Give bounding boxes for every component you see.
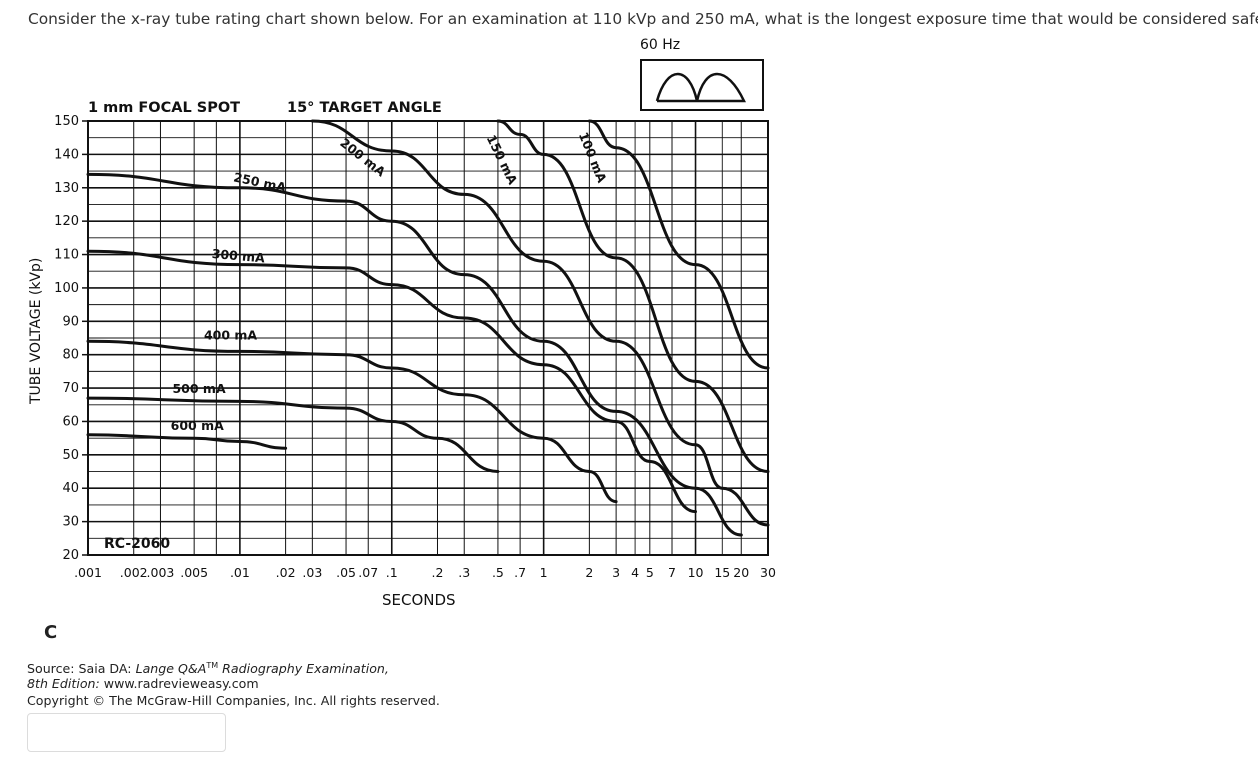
curve-250-ma xyxy=(86,172,743,537)
x-tick-label: 20 xyxy=(733,565,749,580)
x-tick-label: 3 xyxy=(612,565,620,580)
question-text: Consider the x-ray tube rating chart sho… xyxy=(28,10,1258,28)
curve-600-ma xyxy=(86,433,288,450)
y-tick-label: 60 xyxy=(62,414,79,429)
source-citation: Source: Saia DA: Lange Q&ATM Radiography… xyxy=(27,658,389,691)
x-tick-label: 5 xyxy=(646,565,654,580)
x-tick-labels: .001 .002.003 .005 .01 .02 .03 .05.07 .1 .2 .3 .5.… xyxy=(74,565,776,580)
y-tick-label: 20 xyxy=(62,548,79,563)
y-tick-label: 110 xyxy=(54,248,79,263)
x-tick-label: .03 xyxy=(302,565,322,580)
curve-label: 600 mA xyxy=(171,418,224,433)
x-tick-label: .3 xyxy=(458,565,470,580)
y-tick-label: 70 xyxy=(62,381,79,396)
x-tick-label: 30 xyxy=(760,565,776,580)
y-axis-title: TUBE VOLTAGE (kVp) xyxy=(28,258,44,405)
waveform-icon xyxy=(655,72,746,103)
curve-150-ma xyxy=(496,119,770,473)
waveform-box xyxy=(640,59,764,111)
curve-label: 500 mA xyxy=(172,381,225,396)
x-tick-label: 10 xyxy=(688,565,704,580)
curve-500-ma xyxy=(86,396,500,473)
y-tick-label: 50 xyxy=(62,448,79,463)
x-tick-label: 15 xyxy=(714,565,730,580)
x-tick-label: .002 xyxy=(120,565,148,580)
curve-label: 400 mA xyxy=(204,328,257,343)
rating-curves xyxy=(86,119,770,537)
x-tick-label: .2 xyxy=(432,565,444,580)
x-tick-label: .001 xyxy=(74,565,102,580)
curve-label: 200 mA xyxy=(337,135,388,180)
x-tick-label: .5 xyxy=(492,565,504,580)
x-tick-label: .1 xyxy=(386,565,398,580)
y-tick-label: 120 xyxy=(54,214,79,229)
x-tick-label: .003 xyxy=(147,565,175,580)
x-tick-label: .01 xyxy=(230,565,250,580)
x-tick-label: .02 xyxy=(276,565,296,580)
y-tick-label: 90 xyxy=(62,314,79,329)
x-tick-label: .7 xyxy=(514,565,526,580)
grid xyxy=(82,120,769,556)
y-tick-label: 80 xyxy=(62,348,79,363)
source-book-title: Lange Q&A xyxy=(135,661,207,677)
target-angle-label: 15° TARGET ANGLE xyxy=(287,100,442,116)
copyright-notice: Copyright © The McGraw-Hill Companies, I… xyxy=(27,693,440,708)
plot-frame xyxy=(87,120,769,556)
source-edition: 8th Edition: xyxy=(27,676,100,692)
curve-label: 150 mA xyxy=(484,132,521,187)
curve-label: 300 mA xyxy=(211,246,266,266)
y-tick-label: 140 xyxy=(54,147,79,162)
x-axis-title: SECONDS xyxy=(382,591,456,609)
x-tick-label: .05 xyxy=(336,565,356,580)
source-url: www.radrevieweasy.com xyxy=(99,676,259,692)
curve-400-ma xyxy=(86,339,618,504)
source-tm: TM xyxy=(206,661,219,670)
y-tick-label: 30 xyxy=(62,515,79,530)
curve-200-ma xyxy=(310,119,770,527)
focal-spot-label: 1 mm FOCAL SPOT xyxy=(88,100,240,116)
answer-input[interactable] xyxy=(27,713,226,752)
y-tick-label: 150 xyxy=(54,114,79,129)
x-tick-label: 7 xyxy=(668,565,676,580)
x-tick-label: .005 xyxy=(180,565,208,580)
option-letter: C xyxy=(44,622,58,643)
frequency-label: 60 Hz xyxy=(640,37,680,53)
curve-300-ma xyxy=(86,249,697,514)
x-tick-label: .07 xyxy=(358,565,378,580)
model-label: RC-2060 xyxy=(104,536,170,552)
y-tick-label: 100 xyxy=(54,281,79,296)
x-tick-label: 1 xyxy=(540,565,548,580)
source-book-subtitle: Radiography Examination, xyxy=(218,661,389,677)
y-tick-labels: 150 140 130 120 110 100 90 80 70 60 50 40 30 20 xyxy=(54,114,79,563)
source-prefix: Source: Saia DA: xyxy=(27,661,136,677)
x-tick-label: 2 xyxy=(585,565,593,580)
x-tick-label: 4 xyxy=(631,565,639,580)
y-tick-label: 130 xyxy=(54,181,79,196)
curve-100-ma xyxy=(587,119,770,370)
y-tick-label: 40 xyxy=(62,481,79,496)
